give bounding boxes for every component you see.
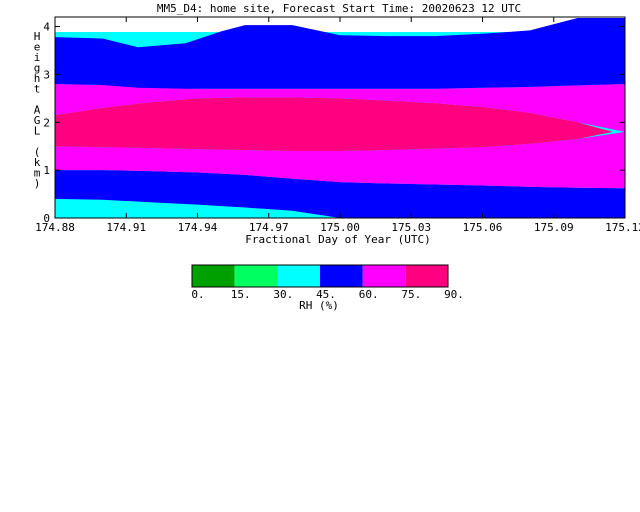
y-axis-label-char: H: [34, 30, 41, 43]
colorbar: 0. 15. 30. 45. 60. 75. 90.: [191, 264, 464, 301]
colorbar-tick-label: 60.: [359, 288, 379, 301]
x-tick-label: 175.03: [391, 221, 431, 234]
colorbar-tick-label: 0.: [191, 288, 204, 301]
colorbar-tick-label: 30.: [273, 288, 293, 301]
region-rh-45-60-upper: [55, 18, 625, 89]
x-axis-label: Fractional Day of Year (UTC): [245, 233, 430, 246]
colorbar-tick-label: 45.: [316, 288, 336, 301]
y-tick-label: 1: [43, 164, 50, 177]
rh-regions: [55, 18, 625, 218]
y-axis-label-char: (: [34, 146, 41, 159]
chart-title: MM5_D4: home site, Forecast Start Time: …: [157, 2, 521, 15]
colorbar-label: RH (%): [299, 299, 339, 312]
x-tick-label: 175.00: [320, 221, 360, 234]
colorbar-swatch: [192, 265, 235, 287]
region-rh-60-75-lower: [55, 131, 625, 189]
x-tick-label: 174.88: [35, 221, 75, 234]
region-rh-60-75-upper: [55, 84, 625, 132]
colorbar-swatch: [277, 265, 320, 287]
y-axis-label-char: e: [34, 41, 41, 54]
y-tick-label: 0: [43, 212, 50, 225]
y-axis-label-char: m: [34, 167, 41, 180]
y-tick-label: 3: [43, 68, 50, 81]
colorbar-swatch: [362, 265, 406, 287]
y-axis-label-char: h: [34, 72, 41, 85]
y-axis-label-char: g: [34, 62, 41, 75]
y-axis-label-char: k: [34, 156, 41, 169]
colorbar-frame: [191, 264, 449, 288]
colorbar-swatch: [234, 265, 278, 287]
x-tick-label: 175.06: [463, 221, 503, 234]
y-axis-label-char: L: [34, 125, 41, 138]
y-axis-label-char: i: [34, 51, 41, 64]
x-tick-label: 175.12: [605, 221, 640, 234]
x-axis-ticks: 174.88 174.91 174.94 174.97 175.00 175.03 175.…: [35, 17, 640, 234]
plot-area: 174.88 174.91 174.94 174.97 175.00 175.03 175.…: [35, 16, 640, 234]
region-rh-45-60-lower: [55, 170, 625, 218]
colorbar-tick-label: 75.: [401, 288, 421, 301]
colorbar-swatch: [320, 265, 363, 287]
y-tick-label: 4: [43, 21, 50, 34]
x-tick-label: 174.97: [249, 221, 289, 234]
colorbar-swatch: [405, 265, 448, 287]
y-axis-ticks: 0 1 2 3 4: [43, 21, 625, 225]
y-axis-label-char: t: [34, 83, 41, 96]
y-axis-label-char: ): [34, 177, 41, 190]
region-rh-75-90-core: [55, 97, 614, 151]
colorbar-tick-label: 90.: [444, 288, 464, 301]
y-axis-label-char: A: [34, 104, 41, 117]
y-axis-label-char: G: [34, 114, 41, 127]
x-tick-label: 174.91: [106, 221, 146, 234]
x-tick-label: 175.09: [534, 221, 574, 234]
y-tick-label: 2: [43, 116, 50, 129]
colorbar-tick-label: 15.: [231, 288, 251, 301]
x-tick-label: 174.94: [178, 221, 218, 234]
